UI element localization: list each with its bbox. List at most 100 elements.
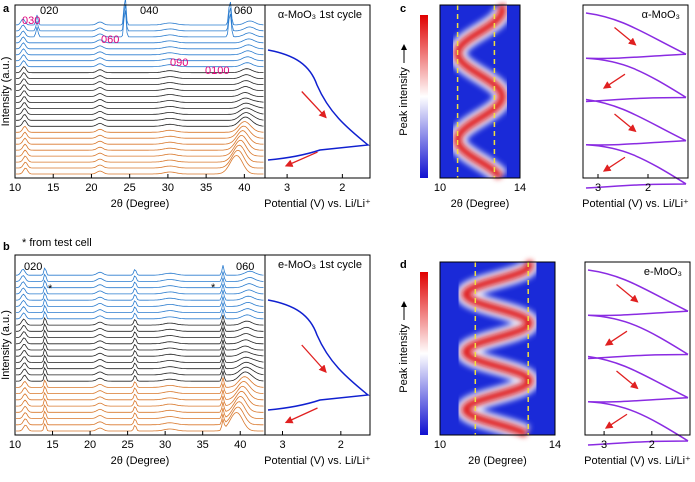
arrow xyxy=(616,370,639,390)
xrd-pattern xyxy=(16,385,264,401)
x-tick-label: 30 xyxy=(159,439,171,451)
arrow xyxy=(602,73,626,89)
xrd-pattern xyxy=(16,149,264,169)
xrd-pattern xyxy=(15,48,264,56)
panel-label: a xyxy=(3,3,10,15)
voltage-curve xyxy=(587,269,689,446)
xrd-pattern xyxy=(16,302,264,313)
xrd-pattern xyxy=(16,130,264,145)
xrd-pattern xyxy=(16,116,264,127)
xrd-pattern xyxy=(15,271,264,282)
x-tick-label: 3 xyxy=(284,182,290,194)
x-tick-label: 14 xyxy=(514,182,526,194)
arrow xyxy=(301,91,327,119)
colorbar xyxy=(420,272,428,435)
x-axis-label: 2θ (Degree) xyxy=(468,455,527,467)
plot-frame xyxy=(439,261,556,436)
arrow xyxy=(602,156,626,172)
voltage-curve xyxy=(585,12,687,189)
xrd-pattern xyxy=(16,390,264,407)
peak-label: 090 xyxy=(170,57,188,69)
peak-label: * xyxy=(48,283,53,295)
x-axis-label: 2θ (Degree) xyxy=(451,198,510,210)
y-axis-label: Peak intensity xyxy=(398,324,410,393)
xrd-pattern xyxy=(16,107,264,115)
xrd-pattern xyxy=(16,102,264,109)
xrd-pattern xyxy=(16,380,264,394)
xrd-pattern xyxy=(16,290,264,301)
x-tick-label: 2 xyxy=(339,182,345,194)
x-tick-label: 14 xyxy=(549,439,561,451)
peak-label: 030 xyxy=(22,15,40,27)
x-axis-label: 2θ (Degree) xyxy=(111,198,170,210)
xrd-pattern xyxy=(15,42,264,50)
plot-frame xyxy=(439,4,521,179)
xrd-pattern xyxy=(16,84,264,91)
xrd-pattern xyxy=(15,0,264,26)
x-axis-label: 2θ (Degree) xyxy=(111,455,170,467)
xrd-pattern xyxy=(16,125,264,139)
arrow xyxy=(284,407,318,424)
xrd-pattern xyxy=(16,155,264,175)
plot-frame xyxy=(264,4,371,179)
xrd-pattern xyxy=(16,376,264,388)
xrd-pattern xyxy=(15,66,264,74)
xrd-pattern xyxy=(16,412,264,432)
xrd-pattern xyxy=(16,358,264,370)
xrd-pattern xyxy=(16,112,264,121)
plot-frame xyxy=(264,254,371,436)
peak-label: 060 xyxy=(236,261,254,273)
xrd-pattern xyxy=(15,352,264,363)
x-tick-label: 10 xyxy=(434,182,446,194)
xrd-pattern xyxy=(16,144,264,163)
x-tick-label: 15 xyxy=(46,439,58,451)
xrd-pattern xyxy=(15,277,264,289)
xrd-pattern xyxy=(16,339,264,351)
xrd-pattern xyxy=(15,265,264,276)
panel-label: c xyxy=(400,3,406,15)
x-tick-label: 2 xyxy=(338,439,344,451)
plot-frame xyxy=(582,4,689,179)
x-tick-label: 30 xyxy=(162,182,174,194)
x-tick-label: 20 xyxy=(84,439,96,451)
xrd-pattern xyxy=(16,346,264,357)
xrd-pattern xyxy=(16,121,264,133)
xrd-pattern xyxy=(15,4,264,32)
peak-label: 060 xyxy=(101,34,119,46)
arrow xyxy=(301,344,327,373)
y-axis-label: Intensity (a.u.) xyxy=(0,310,12,380)
xrd-pattern xyxy=(16,396,264,413)
arrow xyxy=(616,283,639,303)
x-tick-label: 40 xyxy=(234,439,246,451)
voltage-curve xyxy=(267,299,370,411)
x-tick-label: 2 xyxy=(649,439,655,451)
xrd-pattern xyxy=(16,90,264,97)
x-axis-label: Potential (V) vs. Li/Li⁺ xyxy=(582,198,689,210)
arrow xyxy=(284,151,318,167)
x-tick-label: 40 xyxy=(238,182,250,194)
xrd-pattern xyxy=(16,406,264,426)
xrd-pattern xyxy=(15,60,264,68)
x-tick-label: 10 xyxy=(9,182,21,194)
peak-label: 0100 xyxy=(205,65,229,77)
x-tick-label: 3 xyxy=(279,439,285,451)
x-tick-label: 3 xyxy=(595,182,601,194)
xrd-pattern xyxy=(16,139,264,157)
xrd-pattern xyxy=(15,296,264,307)
x-tick-label: 2 xyxy=(645,182,651,194)
x-tick-label: 25 xyxy=(124,182,136,194)
xrd-pattern xyxy=(16,321,264,332)
panel-label: d xyxy=(400,259,407,271)
xrd-pattern xyxy=(16,72,264,79)
arrow xyxy=(604,413,628,429)
colorbar xyxy=(420,15,428,178)
xrd-pattern xyxy=(16,308,264,320)
peak-label: 020 xyxy=(40,5,58,17)
plot-frame xyxy=(584,261,691,436)
xrd-pattern xyxy=(15,315,264,326)
x-tick-label: 10 xyxy=(9,439,21,451)
xrd-pattern xyxy=(15,134,264,151)
x-axis-label: Potential (V) vs. Li/Li⁺ xyxy=(264,198,371,210)
x-tick-label: 25 xyxy=(121,439,133,451)
